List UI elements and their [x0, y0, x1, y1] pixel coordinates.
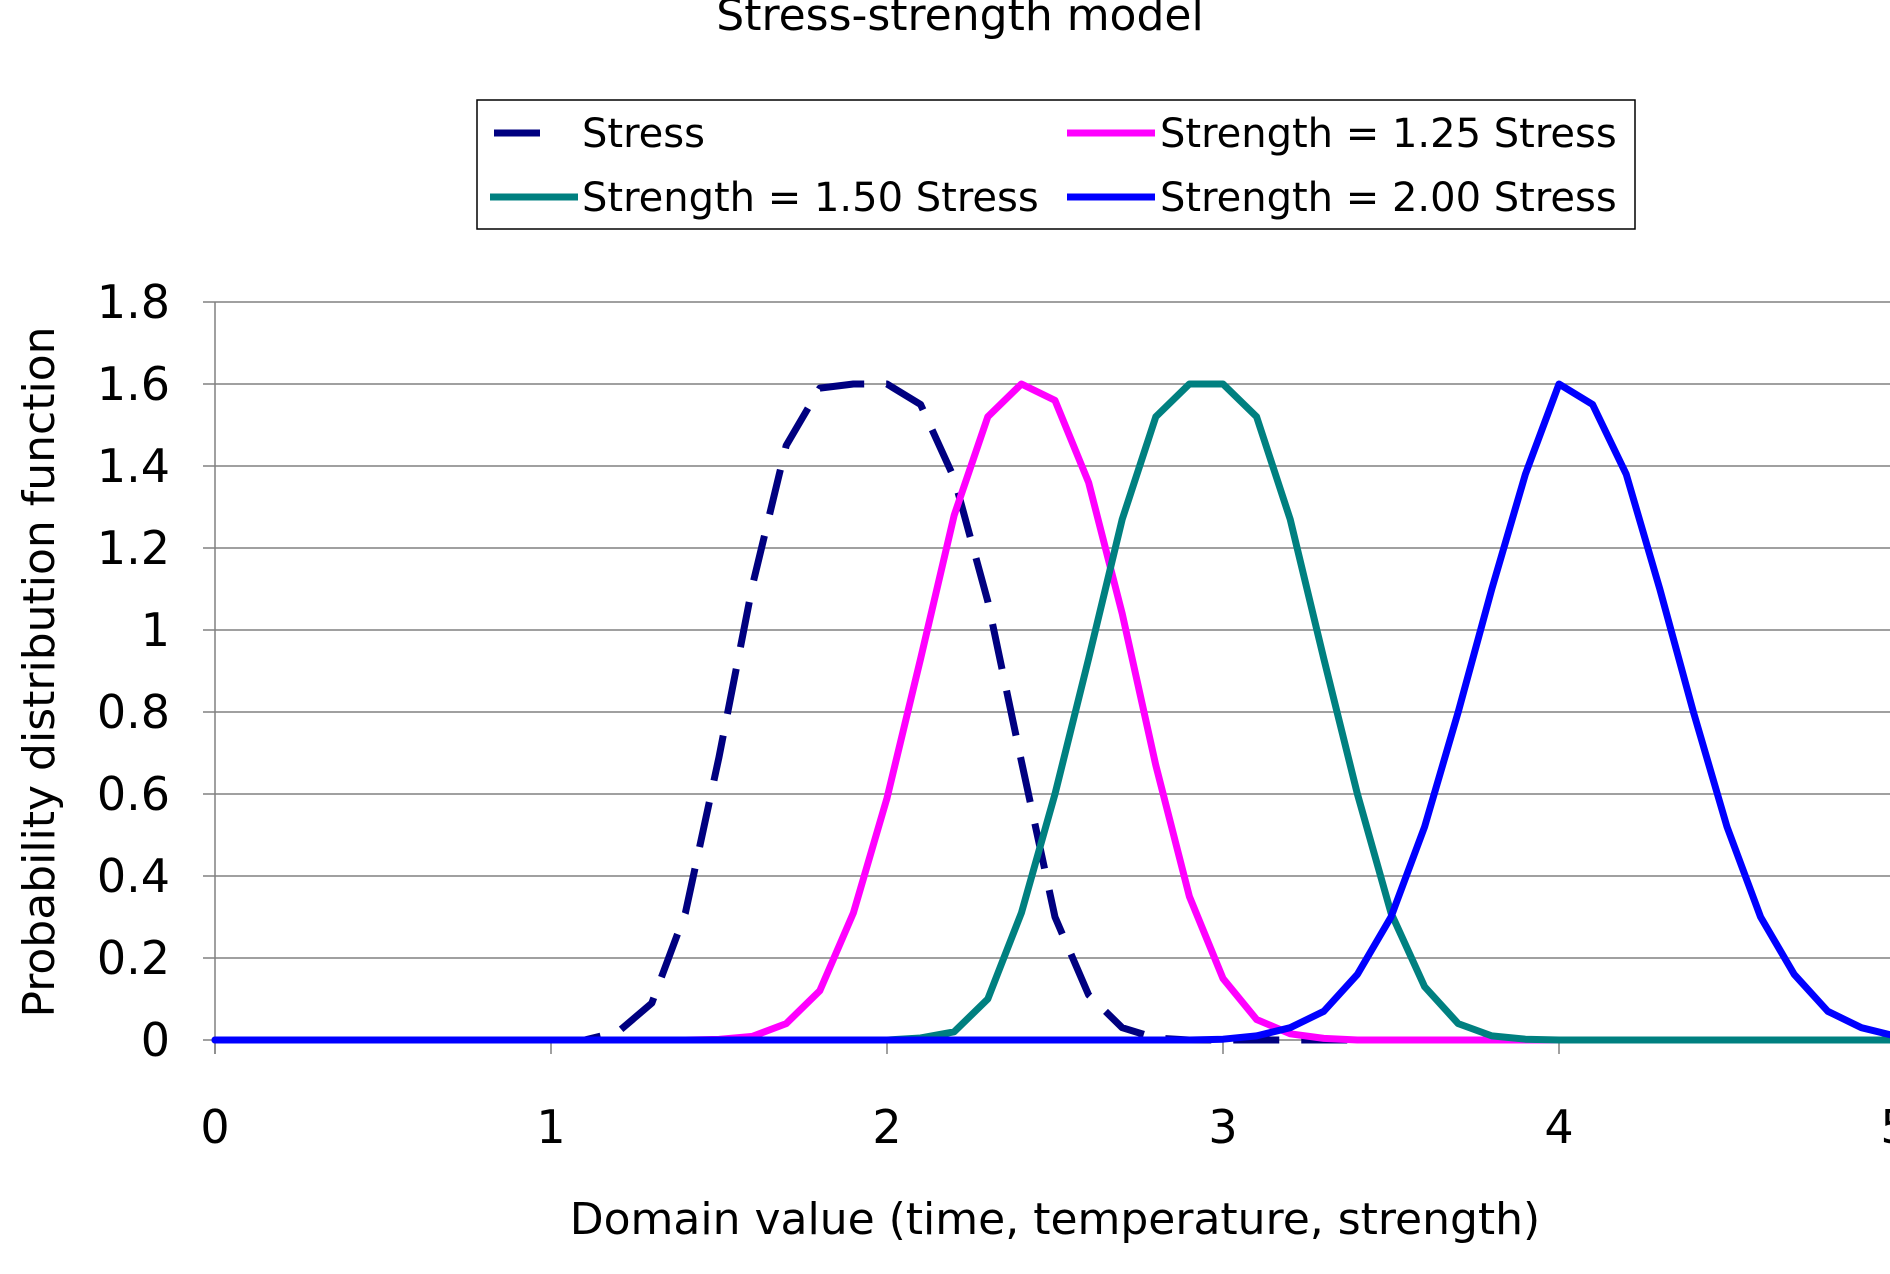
- y-tick-label-5: 1: [141, 603, 170, 657]
- y-tick-label-2: 0.4: [97, 849, 170, 903]
- y-tick-label-8: 1.6: [97, 357, 170, 411]
- chart-title: Stress-strength model: [716, 0, 1203, 41]
- y-tick-labels: 0 0.2 0.4 0.6 0.8 1 1.2 1.4 1.6 1.8: [97, 275, 170, 1067]
- legend-box: [476, 99, 1636, 230]
- y-tick-label-7: 1.4: [97, 439, 170, 493]
- y-tick-label-0: 0: [141, 1013, 170, 1067]
- series-line-3: [211, 380, 1890, 1044]
- x-tick-label-2: 2: [872, 1100, 901, 1154]
- y-tick-label-1: 0.2: [97, 931, 170, 985]
- x-axis-title: Domain value (time, temperature, strengt…: [570, 1194, 1540, 1245]
- legend-label-3: Strength = 2.00 Stress: [1160, 175, 1617, 221]
- y-tick-label-6: 1.2: [97, 521, 170, 575]
- x-tick-label-5: 5: [1880, 1100, 1890, 1154]
- x-tick-label-0: 0: [200, 1100, 229, 1154]
- legend-label-0: Stress: [582, 111, 705, 157]
- series-lines: [211, 380, 1890, 1044]
- y-tick-label-3: 0.6: [97, 767, 170, 821]
- legend-label-2: Strength = 1.50 Stress: [582, 175, 1039, 221]
- legend: Stress Strength = 1.25 Stress Strength = 1…: [476, 99, 1636, 230]
- x-tick-labels: 0 1 2 3 4 5: [200, 1100, 1890, 1154]
- x-tick-label-3: 3: [1208, 1100, 1237, 1154]
- x-tick-label-1: 1: [536, 1100, 565, 1154]
- y-axis-title: Probability distribution function: [14, 326, 65, 1017]
- x-tick-label-4: 4: [1544, 1100, 1573, 1154]
- y-tick-label-4: 0.8: [97, 685, 170, 739]
- legend-label-1: Strength = 1.25 Stress: [1160, 111, 1617, 157]
- y-tick-label-9: 1.8: [97, 275, 170, 329]
